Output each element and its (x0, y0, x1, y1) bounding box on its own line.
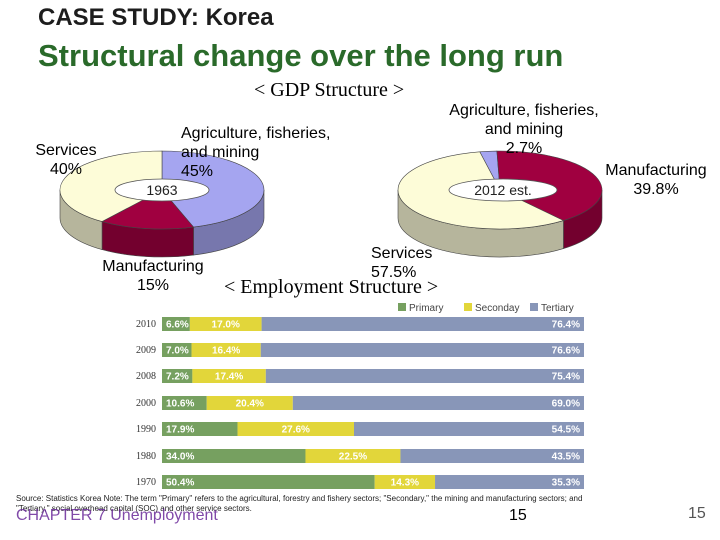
bar-label-1980-tertiary: 43.5% (552, 452, 580, 463)
bar-1980-tertiary (400, 449, 584, 463)
source-note: Source: Statistics Korea Note: The term … (16, 494, 583, 513)
page-number-center: 15 (509, 507, 527, 524)
bar-label-1990-seconday: 27.6% (282, 425, 310, 436)
bar-label-2010-tertiary: 76.4% (552, 320, 580, 331)
bar-2010-primary (162, 317, 190, 331)
svg-text:2012 est.: 2012 est. (474, 182, 532, 198)
legend-label-tertiary: Tertiary (541, 303, 574, 314)
pie-1963-badge: 1963 (114, 178, 210, 202)
bar-label-2008-tertiary: 75.4% (552, 372, 580, 383)
bar-2010-seconday (189, 317, 262, 331)
pie-1963-services-label: Services 40% (35, 142, 97, 178)
svg-text:1963: 1963 (146, 182, 177, 198)
bar-label-2000-seconday: 20.4% (236, 399, 264, 410)
year-label-2008: 2008 (136, 371, 156, 382)
bar-label-1980-primary: 34.0% (166, 452, 194, 463)
bar-1990-seconday (237, 422, 355, 436)
bar-label-2009-tertiary: 76.6% (552, 346, 580, 357)
legend-label-seconday: Seconday (475, 303, 519, 314)
bar-1970-primary (162, 475, 375, 489)
year-label-2000: 2000 (136, 398, 156, 409)
legend-swatch-seconday (464, 303, 472, 311)
bar-2009-primary (162, 343, 192, 357)
bar-label-2009-primary: 7.0% (166, 346, 189, 357)
year-label-2010: 2010 (136, 319, 156, 330)
bar-2008-primary (162, 369, 193, 383)
kicker-title: CASE STUDY: Korea (38, 4, 274, 31)
pie-2012-badge: 2012 est. (448, 178, 558, 202)
pie-1963-agriculture-label: Agriculture, fisheries, and mining 45% (181, 125, 331, 180)
pie-1963-agriculture-slice (161, 150, 265, 228)
bar-2009-tertiary (260, 343, 584, 357)
bar-2008-seconday (192, 369, 266, 383)
bar-2000-tertiary (292, 396, 584, 410)
bar-label-1990-primary: 17.9% (166, 425, 194, 436)
bar-2000-seconday (206, 396, 293, 410)
bar-label-1970-tertiary: 35.3% (552, 478, 580, 489)
year-label-1980: 1980 (136, 451, 156, 462)
bar-1970-seconday (374, 475, 436, 489)
bar-label-1980-seconday: 22.5% (339, 452, 367, 463)
pie-2012-services-label: Services 57.5% (371, 245, 433, 281)
pie-2012-agriculture-label: Agriculture, fisheries, and mining 2.7% (449, 102, 599, 157)
bar-label-2000-primary: 10.6% (166, 399, 194, 410)
chapter-label: CHAPTER 7 Unemployment (16, 507, 218, 524)
legend-label-primary: Primary (409, 303, 443, 314)
bar-label-1970-primary: 50.4% (166, 478, 194, 489)
bar-1980-primary (162, 449, 306, 463)
bar-label-2000-tertiary: 69.0% (552, 399, 580, 410)
bar-label-2008-primary: 7.2% (166, 372, 189, 383)
year-label-2009: 2009 (136, 345, 156, 356)
year-label-1970: 1970 (136, 477, 156, 488)
bar-label-2009-seconday: 16.4% (212, 346, 240, 357)
bar-label-2010-seconday: 17.0% (212, 320, 240, 331)
bar-label-1990-tertiary: 54.5% (552, 425, 580, 436)
bar-label-2008-seconday: 17.4% (215, 372, 243, 383)
legend-swatch-primary (398, 303, 406, 311)
bar-1990-primary (162, 422, 238, 436)
gdp-structure-heading: < GDP Structure > (254, 79, 405, 101)
pie-1963-services-slice (59, 150, 163, 222)
bar-2009-seconday (191, 343, 261, 357)
pie-1963-manufacturing-slice (101, 189, 195, 230)
bar-label-1970-seconday: 14.3% (391, 478, 419, 489)
bar-2010-tertiary (261, 317, 584, 331)
pie-2012-manufacturing-label: Manufacturing 39.8% (605, 162, 707, 198)
employment-structure-heading: < Employment Structure > (224, 276, 439, 298)
page-number-right: 15 (688, 505, 706, 522)
bar-1990-tertiary (354, 422, 584, 436)
pie-1963-manufacturing-label: Manufacturing 15% (102, 258, 204, 294)
bar-label-2010-primary: 6.6% (166, 320, 189, 331)
bar-1980-seconday (305, 449, 401, 463)
year-label-1990: 1990 (136, 424, 156, 435)
legend-swatch-tertiary (530, 303, 538, 311)
bar-2000-primary (162, 396, 207, 410)
bar-2008-tertiary (265, 369, 584, 383)
bar-1970-tertiary (435, 475, 584, 489)
slide-title: Structural change over the long run (38, 38, 564, 73)
